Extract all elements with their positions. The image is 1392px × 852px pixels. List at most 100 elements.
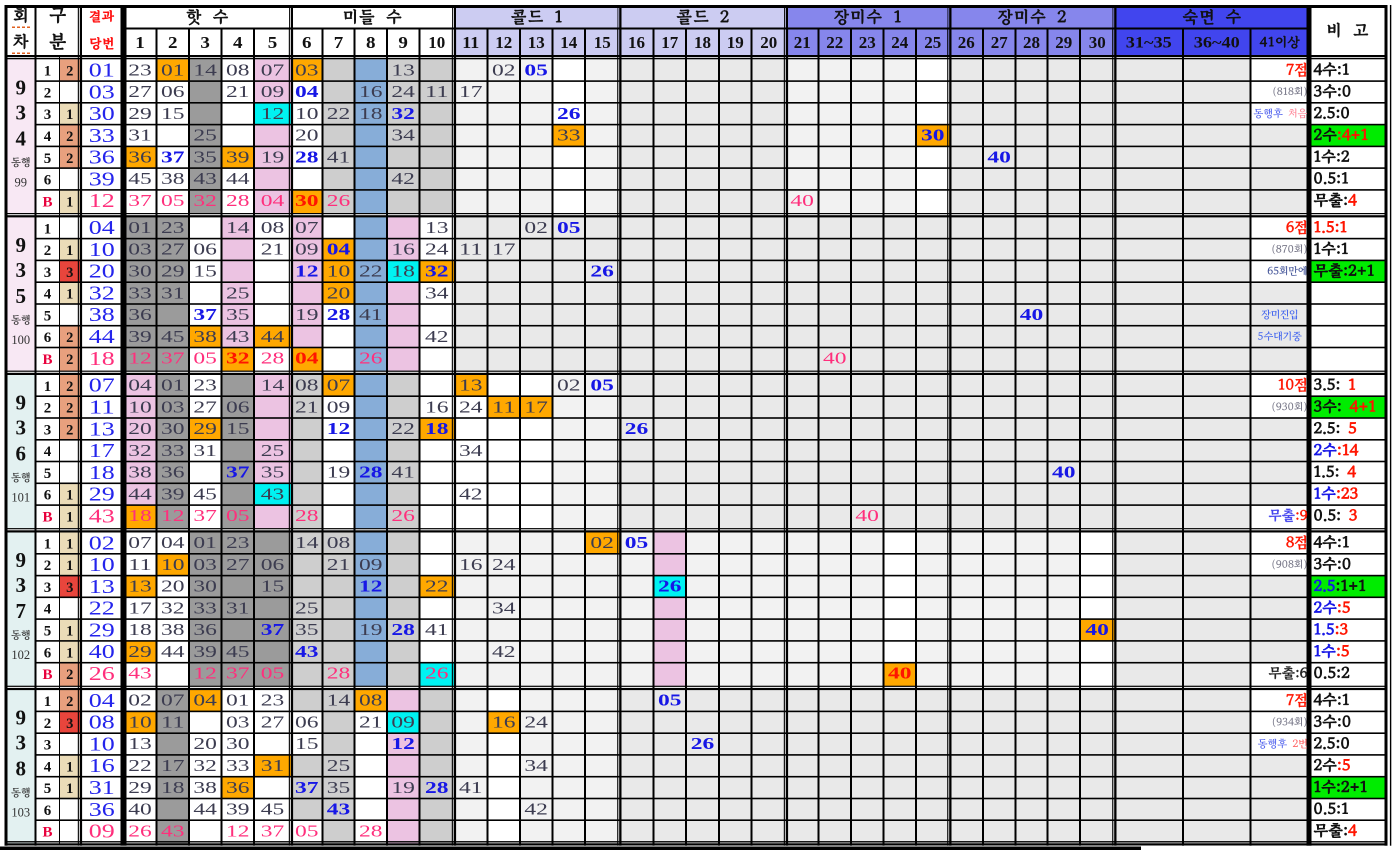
svg-text:16: 16 — [359, 82, 383, 101]
svg-text:20: 20 — [161, 577, 185, 596]
svg-text:27: 27 — [261, 713, 285, 732]
svg-text:35: 35 — [295, 620, 319, 639]
svg-text:13: 13 — [425, 218, 449, 237]
svg-text:31~35: 31~35 — [1126, 35, 1172, 52]
svg-text:37: 37 — [261, 821, 285, 840]
svg-text:41: 41 — [359, 305, 383, 324]
svg-text:14: 14 — [327, 691, 351, 710]
svg-text:24: 24 — [459, 397, 483, 416]
svg-text:28: 28 — [295, 148, 319, 167]
svg-text:B: B — [42, 352, 52, 368]
svg-text:24: 24 — [524, 713, 548, 732]
svg-text:29: 29 — [89, 484, 115, 506]
svg-text:36: 36 — [128, 148, 152, 167]
svg-text:06: 06 — [193, 240, 217, 259]
svg-text:4: 4 — [44, 444, 52, 460]
svg-text:05: 05 — [261, 664, 285, 683]
svg-text:11: 11 — [128, 555, 152, 574]
svg-text:1: 1 — [44, 694, 52, 710]
svg-text:01: 01 — [89, 60, 115, 82]
svg-text:08: 08 — [327, 533, 351, 552]
svg-text:26: 26 — [590, 262, 614, 281]
svg-text:05: 05 — [658, 691, 682, 710]
svg-text:15: 15 — [193, 262, 217, 281]
svg-text:13: 13 — [459, 376, 483, 395]
svg-text:42: 42 — [492, 642, 516, 661]
svg-text:6: 6 — [44, 645, 52, 661]
svg-text:23: 23 — [226, 533, 250, 552]
svg-text:05: 05 — [625, 533, 649, 552]
svg-text:3: 3 — [44, 422, 52, 438]
svg-text:15: 15 — [594, 33, 611, 52]
svg-text:37: 37 — [193, 305, 217, 324]
svg-text:30: 30 — [921, 126, 945, 145]
svg-text:18: 18 — [425, 419, 449, 438]
svg-text:19: 19 — [295, 305, 319, 324]
svg-text:06: 06 — [161, 82, 185, 101]
svg-text:8: 8 — [16, 757, 27, 781]
svg-text:20: 20 — [89, 261, 115, 283]
svg-text:41: 41 — [459, 778, 483, 797]
svg-text:22: 22 — [89, 598, 115, 620]
svg-text:29: 29 — [128, 778, 152, 797]
svg-text:102: 102 — [11, 648, 30, 662]
svg-text:40: 40 — [888, 664, 912, 683]
svg-text:2: 2 — [66, 694, 73, 710]
svg-text:18: 18 — [161, 778, 185, 797]
svg-text:30: 30 — [226, 734, 250, 753]
svg-text:39: 39 — [89, 168, 115, 190]
svg-text:17: 17 — [161, 756, 185, 775]
svg-text:04: 04 — [295, 349, 319, 368]
svg-text:40: 40 — [128, 800, 152, 819]
svg-text:2: 2 — [66, 330, 73, 346]
svg-text:34: 34 — [459, 441, 483, 460]
svg-text:1: 1 — [66, 510, 73, 526]
svg-text:01: 01 — [128, 218, 152, 237]
svg-text:30: 30 — [193, 577, 217, 596]
svg-text:20: 20 — [295, 126, 319, 145]
svg-text:17: 17 — [459, 82, 483, 101]
svg-text:3: 3 — [44, 265, 52, 281]
svg-text:05: 05 — [161, 191, 185, 210]
svg-text:28: 28 — [327, 664, 351, 683]
svg-text:16: 16 — [628, 33, 645, 52]
svg-text:16: 16 — [459, 555, 483, 574]
svg-text:3: 3 — [66, 580, 73, 596]
svg-text:4: 4 — [44, 287, 52, 303]
svg-text:1: 1 — [66, 287, 73, 303]
svg-text:B: B — [42, 825, 52, 841]
svg-text:34: 34 — [524, 756, 548, 775]
svg-text:5: 5 — [268, 33, 278, 52]
svg-text:1: 1 — [66, 558, 73, 574]
svg-text:26: 26 — [557, 104, 581, 123]
svg-text:42: 42 — [391, 169, 415, 188]
svg-text:32: 32 — [226, 349, 250, 368]
svg-text:26: 26 — [359, 349, 383, 368]
svg-text:20: 20 — [327, 283, 351, 302]
svg-text:34: 34 — [492, 598, 516, 617]
svg-text:29: 29 — [89, 619, 115, 641]
svg-text:17: 17 — [524, 397, 548, 416]
svg-text:38: 38 — [89, 304, 115, 326]
svg-text:27: 27 — [991, 33, 1009, 52]
svg-text:1: 1 — [135, 33, 145, 52]
svg-text:03: 03 — [89, 81, 115, 103]
svg-text:09: 09 — [89, 821, 115, 843]
svg-text:32: 32 — [89, 283, 115, 305]
svg-text:9: 9 — [16, 548, 27, 572]
svg-text:16: 16 — [89, 755, 115, 777]
svg-text:2: 2 — [66, 64, 73, 80]
svg-text:18: 18 — [128, 620, 152, 639]
svg-text:100: 100 — [11, 333, 30, 347]
svg-text:18: 18 — [694, 33, 711, 52]
svg-text:45: 45 — [193, 484, 217, 503]
svg-text:15: 15 — [295, 734, 319, 753]
svg-text:03: 03 — [193, 555, 217, 574]
svg-text:99: 99 — [15, 175, 28, 189]
svg-text:5: 5 — [44, 308, 52, 324]
svg-text:14: 14 — [261, 376, 285, 395]
svg-text:03: 03 — [128, 240, 152, 259]
svg-text:2: 2 — [66, 352, 73, 368]
svg-text:28: 28 — [261, 349, 285, 368]
svg-text:14: 14 — [295, 533, 319, 552]
